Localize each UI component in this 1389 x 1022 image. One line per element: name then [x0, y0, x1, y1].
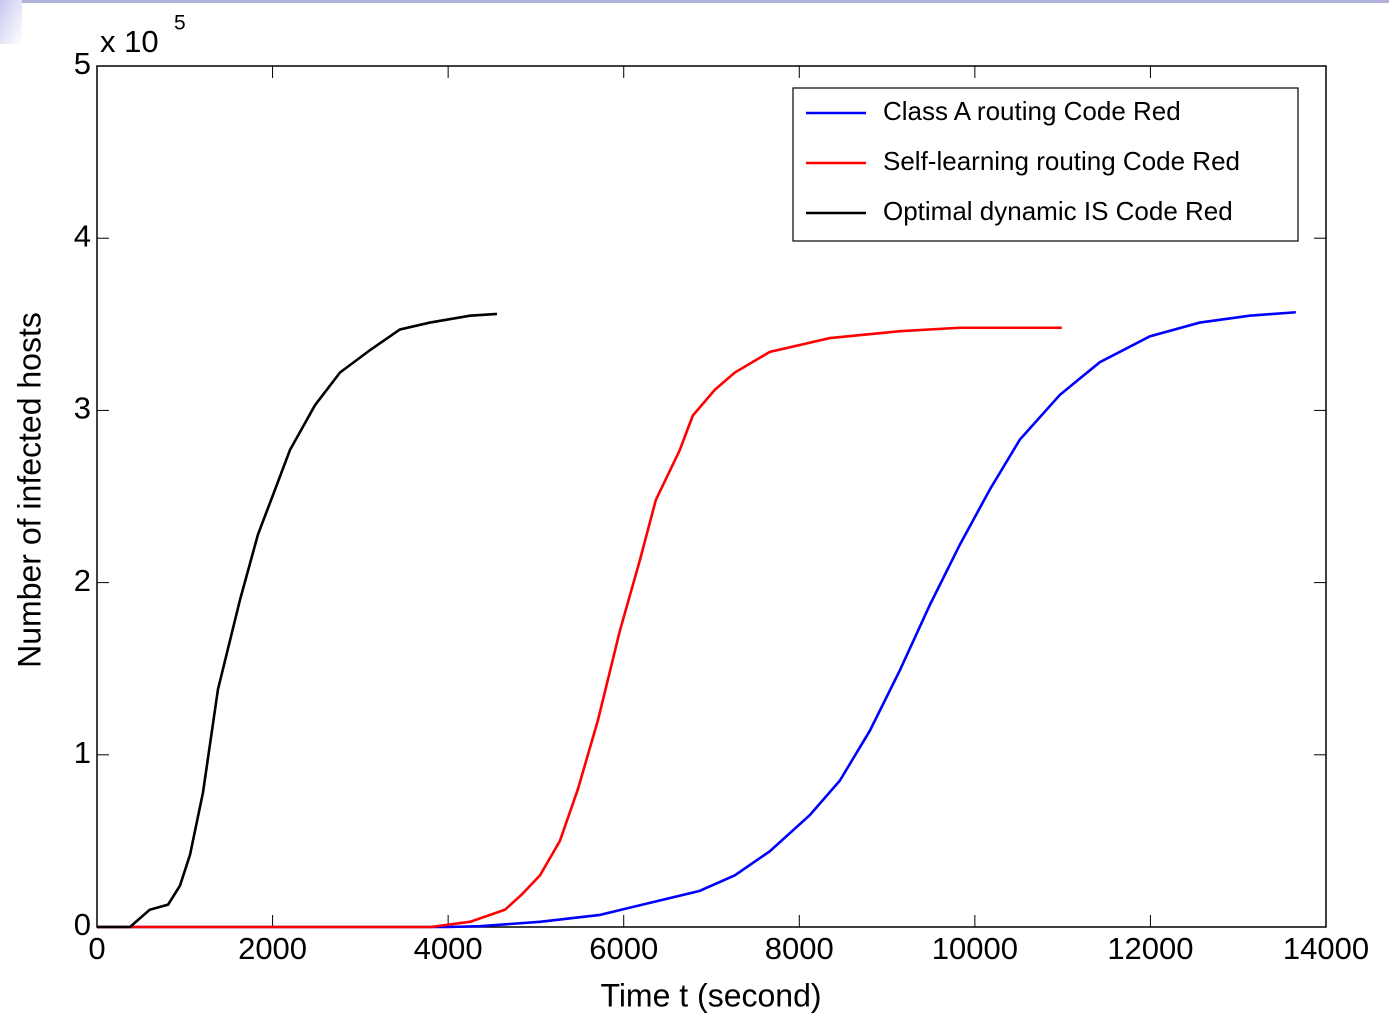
- top-border: [0, 0, 1389, 3]
- y-tick-label: 1: [74, 735, 91, 770]
- x-tick-label: 14000: [1283, 931, 1369, 966]
- x-tick-label: 8000: [765, 931, 834, 966]
- data-line: [97, 310, 1296, 929]
- data-line: [97, 326, 1062, 929]
- corner-decoration: [0, 0, 22, 44]
- y-axis-label: Number of infected hosts: [11, 312, 47, 668]
- legend: [792, 87, 1299, 242]
- y-multiplier: x 10: [100, 24, 159, 59]
- y-tick-label: 2: [74, 563, 91, 598]
- legend-label: Class A routing Code Red: [883, 96, 1181, 126]
- y-tick-label: 4: [74, 218, 91, 253]
- y-tick-label: 0: [74, 907, 91, 942]
- legend-label: Self-learning routing Code Red: [883, 146, 1240, 176]
- y-exponent: 5: [174, 12, 186, 35]
- x-tick-label: 12000: [1107, 931, 1193, 966]
- x-tick-label: 4000: [414, 931, 483, 966]
- y-tick-label: 5: [74, 46, 91, 81]
- x-tick-label: 6000: [589, 931, 658, 966]
- y-tick-label: 3: [74, 391, 91, 426]
- x-axis-label: Time t (second): [600, 977, 821, 1013]
- data-line: [97, 312, 498, 929]
- x-tick-label: 2000: [238, 931, 307, 966]
- x-tick-label: 0: [88, 931, 105, 966]
- legend-label: Optimal dynamic IS Code Red: [883, 196, 1233, 226]
- x-tick-label: 10000: [932, 931, 1018, 966]
